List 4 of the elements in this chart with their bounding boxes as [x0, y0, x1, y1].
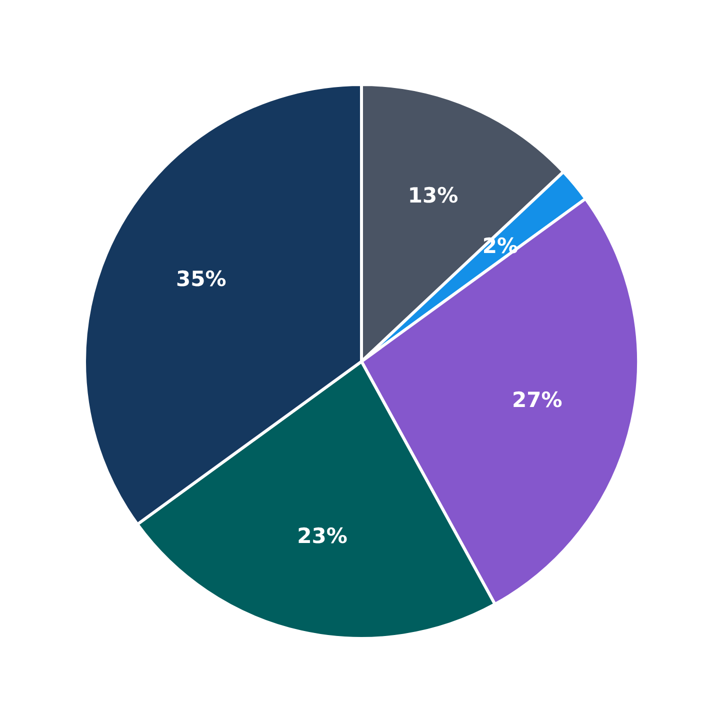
data-label: 35%: [176, 266, 226, 291]
data-label: 13%: [408, 183, 458, 208]
data-label: 23%: [297, 524, 348, 548]
data-label: 27%: [512, 388, 562, 412]
